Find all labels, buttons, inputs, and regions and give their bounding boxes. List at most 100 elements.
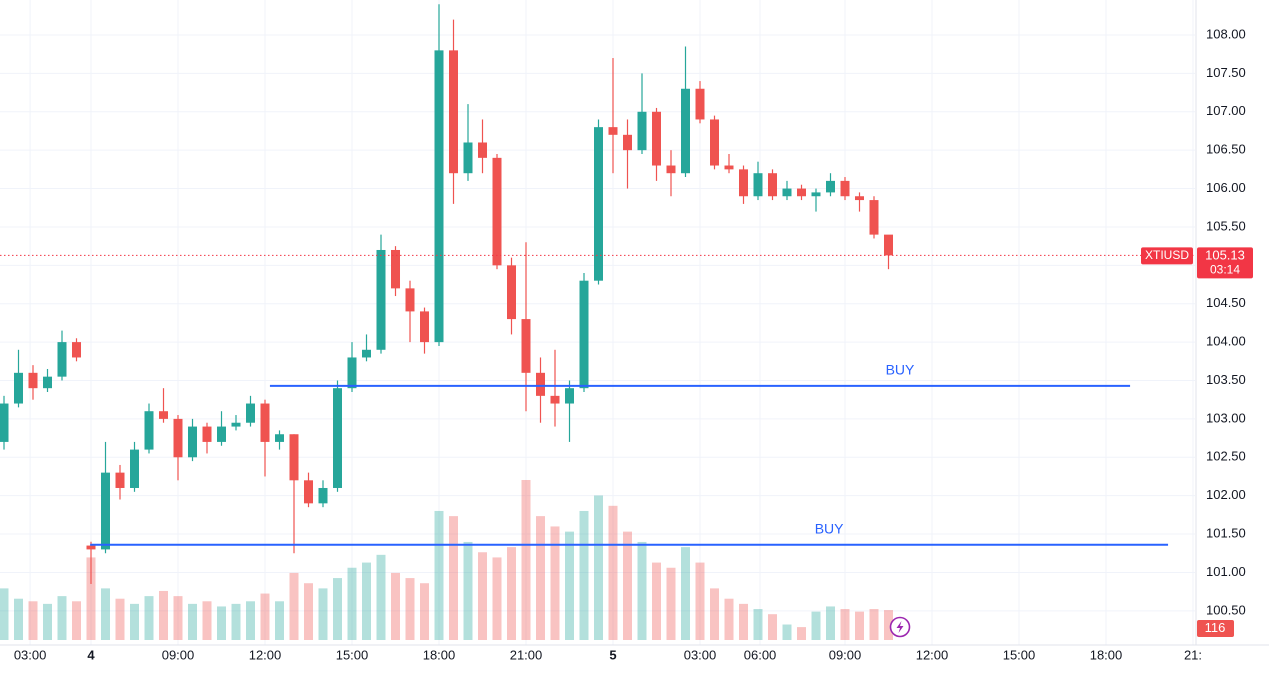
- volume-bar: [217, 606, 227, 640]
- candle-body: [28, 372, 38, 389]
- candle-body: [753, 173, 763, 197]
- candle-body: [86, 545, 96, 550]
- volume-bar: [521, 480, 531, 640]
- alert-bolt[interactable]: [896, 621, 904, 633]
- y-tick-label: 107.50: [1206, 65, 1246, 80]
- last-volume-label: 116: [1205, 620, 1226, 635]
- volume-bar: [797, 627, 806, 640]
- volume-bar: [695, 562, 705, 640]
- y-tick-label: 105.50: [1206, 218, 1246, 233]
- volume-bar: [130, 603, 140, 640]
- volume-bar: [753, 609, 763, 640]
- volume-bar: [768, 614, 778, 640]
- candle-body: [333, 388, 343, 488]
- volume-bar: [72, 601, 82, 640]
- candle-body: [391, 249, 401, 289]
- last-price-label: 105.13: [1205, 247, 1245, 262]
- candle-body: [144, 411, 154, 450]
- volume-bar: [869, 609, 879, 640]
- candle-body: [202, 426, 212, 442]
- x-tick-label: 5: [609, 647, 616, 662]
- volume-bar: [420, 583, 430, 640]
- volume-bar: [173, 596, 183, 640]
- y-tick-label: 102.00: [1206, 487, 1246, 502]
- x-tick-label: 12:00: [916, 647, 949, 662]
- candle-body: [869, 200, 879, 235]
- volume-bar: [14, 598, 24, 640]
- axes: 100.50 101.00 101.50 102.00 102.50 103.00 103.…: [14, 26, 1253, 662]
- volume-bar: [840, 609, 850, 640]
- volume-badge: [1197, 620, 1234, 637]
- x-tick-label: 03:00: [684, 647, 717, 662]
- volume-bar: [666, 567, 676, 640]
- candle-body: [797, 188, 806, 197]
- volume-bar: [579, 510, 589, 640]
- level-label: BUY: [815, 521, 844, 537]
- y-tick-label: 108.00: [1206, 26, 1246, 41]
- price-badge: [1197, 247, 1253, 279]
- volume-bar: [623, 531, 633, 640]
- candle-body: [449, 50, 459, 174]
- volume-bar: [101, 588, 111, 640]
- symbol-label: XTIUSD: [1145, 248, 1189, 262]
- volume-bar: [115, 598, 125, 640]
- candle-body: [594, 127, 604, 281]
- candle-body: [478, 142, 488, 158]
- candle-body: [724, 165, 734, 170]
- candle-body: [231, 422, 241, 427]
- volume-bar: [376, 554, 386, 640]
- x-tick-label: 06:00: [744, 647, 777, 662]
- alert-icon[interactable]: [889, 616, 911, 638]
- candle-body: [695, 88, 705, 120]
- candle-body: [115, 472, 125, 488]
- candle-body: [72, 342, 82, 358]
- candle-body: [507, 265, 517, 320]
- volume-bar: [289, 572, 299, 640]
- y-tick-label: 100.50: [1206, 602, 1246, 617]
- candle-body: [521, 319, 531, 373]
- candle-body: [246, 403, 256, 423]
- y-tick-label: 107.00: [1206, 103, 1246, 118]
- candle-body: [188, 426, 198, 458]
- volume-bar: [710, 588, 720, 640]
- candle-body: [14, 372, 24, 404]
- candle-body: [666, 165, 676, 174]
- candle-body: [362, 349, 372, 358]
- candle-body: [854, 196, 864, 201]
- x-tick-label: 18:00: [423, 647, 456, 662]
- x-tick-label: 12:00: [249, 647, 282, 662]
- x-tick-label: 09:00: [162, 647, 195, 662]
- volume-bar: [0, 588, 9, 640]
- volume-bar: [188, 603, 198, 640]
- volume-bar: [405, 578, 415, 640]
- x-tick-label: 15:00: [336, 647, 369, 662]
- candle-body: [275, 434, 285, 442]
- y-tick-label: 101.00: [1206, 564, 1246, 579]
- volume-bar: [43, 603, 53, 640]
- x-tick-label: 4: [87, 647, 95, 662]
- level-label: BUY: [886, 362, 915, 378]
- volume-bar: [854, 611, 864, 640]
- candle-body: [550, 395, 560, 404]
- candle-body: [101, 472, 111, 550]
- candle-body: [825, 180, 835, 193]
- candle-body: [318, 487, 328, 504]
- candle-body: [434, 50, 444, 343]
- candle-body: [130, 449, 140, 488]
- candle-body: [304, 480, 314, 504]
- volume-bar: [57, 596, 67, 640]
- candle-body: [159, 411, 169, 419]
- volume-bar: [536, 516, 546, 640]
- y-tick-label: 106.50: [1206, 142, 1246, 157]
- candle-body: [43, 376, 53, 389]
- volume-bar: [86, 557, 96, 640]
- volume-bar: [739, 603, 749, 640]
- volume-bar: [652, 562, 662, 640]
- volume-bar: [260, 593, 270, 640]
- volume-bar: [608, 505, 618, 640]
- x-tick-label: 21:: [1184, 647, 1202, 662]
- y-tick-label: 104.50: [1206, 295, 1246, 310]
- candle-body: [492, 157, 502, 266]
- candle-body: [0, 403, 9, 442]
